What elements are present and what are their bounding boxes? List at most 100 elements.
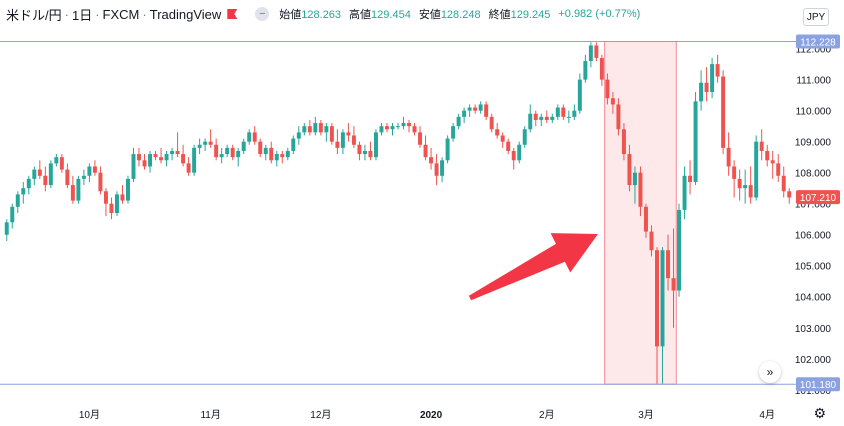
candle: [407, 119, 412, 133]
candle-body: [26, 178, 31, 189]
candle-body: [384, 126, 389, 130]
candle: [649, 225, 654, 257]
candle-body: [335, 141, 340, 148]
brand-label: TradingView: [149, 6, 222, 22]
candle: [583, 54, 588, 83]
candle: [148, 150, 153, 173]
candle: [368, 141, 373, 161]
candle: [517, 141, 522, 164]
candle: [666, 234, 670, 291]
y-tick-label: 106.000: [795, 231, 832, 242]
x-tick-label: 2020: [420, 410, 443, 421]
candle: [511, 147, 516, 170]
candle: [373, 129, 378, 161]
candle: [721, 70, 726, 155]
candle: [324, 123, 329, 142]
candle: [616, 98, 621, 136]
candle-body: [153, 154, 158, 158]
line-price-tag-top-bg: [796, 34, 840, 49]
x-tick-label: 11月: [200, 409, 220, 421]
minus-icon[interactable]: −: [255, 7, 270, 21]
candle-body: [37, 169, 42, 176]
candle-body: [770, 160, 775, 164]
flag-icon[interactable]: [227, 9, 238, 19]
candle-body: [59, 157, 64, 170]
candle-body: [594, 45, 599, 58]
candle-body: [539, 116, 544, 120]
candle: [688, 160, 693, 195]
candle: [704, 67, 709, 102]
candle: [142, 154, 147, 170]
candle: [566, 110, 571, 124]
candle: [15, 191, 20, 213]
candle-body: [429, 157, 434, 164]
candle-body: [478, 104, 483, 111]
candle-body: [616, 104, 621, 130]
y-tick-label: 107.000: [795, 200, 832, 211]
candle-body: [440, 160, 445, 176]
candle-body: [765, 150, 770, 161]
currency-selector[interactable]: JPY: [803, 8, 829, 26]
candle-body: [10, 206, 15, 223]
candle-body: [484, 104, 489, 117]
candle: [632, 166, 637, 204]
candle-body: [263, 147, 268, 155]
candle-body: [4, 222, 9, 235]
candle: [87, 163, 92, 182]
candle-body: [208, 141, 213, 145]
gear-icon[interactable]: ⚙: [813, 405, 826, 421]
candle-body: [726, 147, 731, 167]
candle-body: [632, 172, 637, 186]
candle-body: [555, 107, 560, 117]
candle: [280, 150, 285, 164]
candle-body: [699, 82, 704, 102]
y-tick-label: 103.000: [795, 324, 832, 335]
candle-body: [307, 126, 312, 133]
candle-body: [643, 206, 648, 232]
candle: [114, 191, 119, 217]
candle-body: [269, 147, 274, 161]
candle-body: [48, 163, 53, 186]
candle-body: [329, 126, 334, 142]
candle: [59, 154, 64, 173]
candle-body: [561, 107, 566, 117]
candle: [181, 144, 186, 167]
candle-body: [528, 113, 533, 130]
candle-body: [291, 138, 296, 151]
candle: [677, 203, 682, 297]
symbol-name[interactable]: 米ドル/円: [6, 7, 62, 23]
candle-body: [43, 175, 48, 186]
candle: [506, 138, 511, 155]
candle: [362, 144, 367, 161]
candle-body: [434, 163, 439, 176]
candle-body: [671, 278, 676, 291]
candle-body: [677, 209, 682, 291]
candle-body: [715, 64, 720, 77]
candle-body: [98, 172, 103, 192]
last-price-tag-bg: [796, 190, 840, 205]
candle: [710, 57, 715, 99]
candle: [225, 144, 230, 158]
candle-body: [721, 76, 726, 148]
candle: [186, 157, 191, 176]
candle-body: [495, 129, 500, 136]
candle-body: [219, 154, 224, 158]
candle: [208, 129, 213, 148]
double-chevron-right-icon[interactable]: »: [759, 361, 781, 383]
candle-body: [610, 98, 615, 105]
candle-body: [131, 154, 136, 179]
candle: [236, 147, 241, 167]
candle: [285, 147, 290, 161]
candle: [10, 203, 15, 229]
candle-body: [164, 154, 169, 161]
candle: [737, 169, 742, 201]
interval-label[interactable]: 1日: [71, 7, 93, 23]
candle: [4, 219, 9, 241]
candle-body: [412, 126, 417, 133]
candle: [48, 160, 53, 189]
candle-body: [186, 163, 191, 173]
candle: [384, 123, 389, 133]
candle: [170, 147, 175, 161]
candle-body: [81, 175, 86, 179]
